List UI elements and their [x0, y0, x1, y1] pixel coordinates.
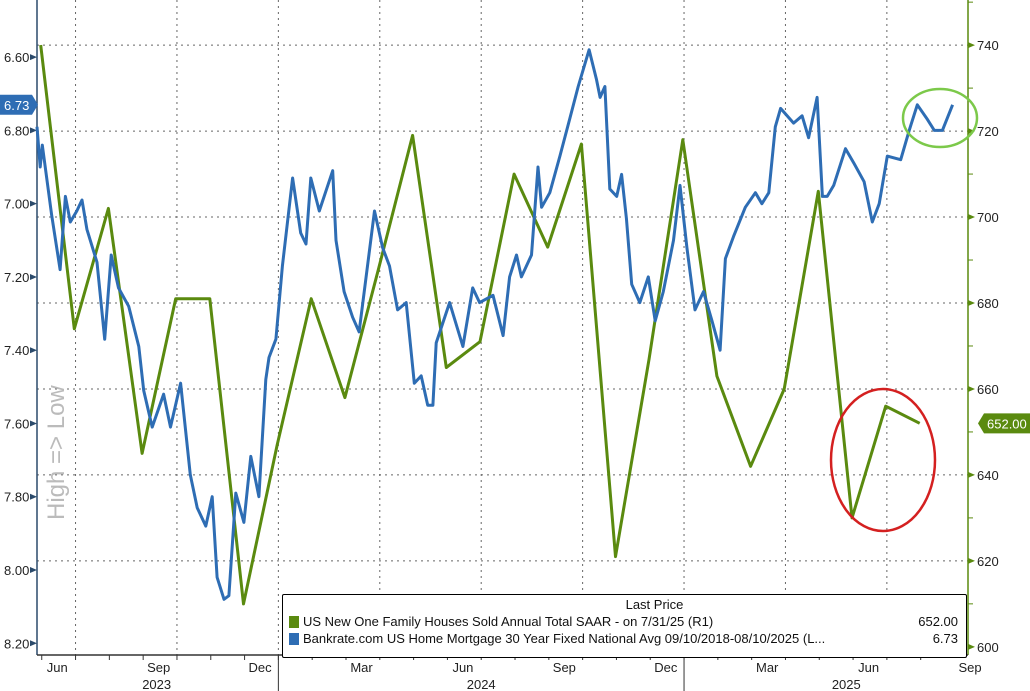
right-tick-mark [968, 42, 975, 49]
x-tick-label: Dec [654, 660, 678, 675]
legend-header: Last Price [625, 597, 684, 612]
left-tick-label: 6.60 [4, 50, 29, 65]
left-tick-label: 8.20 [4, 636, 29, 651]
right-tick-mark [968, 471, 975, 478]
x-tick-label: Jun [47, 660, 68, 675]
left-tick-label: 7.80 [4, 490, 29, 505]
legend-label: Bankrate.com US Home Mortgage 30 Year Fi… [303, 631, 826, 646]
legend-label: US New One Family Houses Sold Annual Tot… [303, 614, 714, 629]
right-tick-label: 720 [977, 124, 999, 139]
right-tick-mark [968, 643, 975, 650]
right-tick-label: 660 [977, 382, 999, 397]
left-tick-mark [30, 200, 37, 207]
legend-entry-home-sales: US New One Family Houses Sold Annual Tot… [283, 613, 966, 630]
left-tick-label: 8.00 [4, 563, 29, 578]
x-tick-label: Sep [958, 660, 981, 675]
right-tick-label: 620 [977, 554, 999, 569]
right-tick-mark [968, 300, 975, 307]
legend-swatch-blue [289, 632, 299, 645]
annotation-red-ellipse [829, 387, 937, 533]
left-tick-label: 7.40 [4, 343, 29, 358]
right-tick-label: 640 [977, 468, 999, 483]
x-tick-label: Sep [553, 660, 576, 675]
right-tick-mark [968, 557, 975, 564]
legend: Last Price US New One Family Houses Sold… [282, 594, 967, 658]
right-tick-label: 740 [977, 38, 999, 53]
legend-value: 6.73 [932, 631, 958, 646]
x-year-label: 2024 [467, 677, 496, 691]
right-tick-label: 600 [977, 640, 999, 655]
x-tick-label: Jun [452, 660, 473, 675]
x-year-label: 2025 [832, 677, 861, 691]
left-tick-mark [30, 347, 37, 354]
right-tick-mark [968, 214, 975, 221]
last-value-tag-right [978, 413, 1030, 434]
left-tick-label: 7.20 [4, 270, 29, 285]
right-tick-label: 680 [977, 296, 999, 311]
left-tick-mark [30, 567, 37, 574]
right-tick-mark [968, 385, 975, 392]
left-tick-mark [30, 54, 37, 61]
left-axis-label: High => Low [43, 385, 70, 520]
left-tick-label: 7.00 [4, 197, 29, 212]
legend-swatch-green [289, 615, 299, 628]
x-tick-label: Mar [756, 660, 779, 675]
x-tick-label: Sep [147, 660, 170, 675]
left-tick-mark [30, 273, 37, 280]
x-year-label: 2023 [142, 677, 171, 691]
last-value-tag-left-text: 6.73 [4, 98, 29, 113]
last-value-tag-left [0, 94, 38, 115]
left-tick-mark [30, 640, 37, 647]
series-line-home-sales [39, 44, 921, 606]
left-tick-mark [30, 420, 37, 427]
annotation-green-ellipse [901, 87, 979, 149]
left-tick-mark [30, 493, 37, 500]
left-tick-label: 6.80 [4, 123, 29, 138]
legend-value: 652.00 [918, 614, 958, 629]
left-tick-label: 7.60 [4, 416, 29, 431]
right-tick-mark [968, 128, 975, 135]
legend-entry-mortgage-rate: Bankrate.com US Home Mortgage 30 Year Fi… [283, 630, 966, 647]
x-tick-label: Jun [858, 660, 879, 675]
last-value-tag-right-text: 652.00 [987, 416, 1027, 431]
x-tick-label: Dec [249, 660, 273, 675]
right-tick-label: 700 [977, 210, 999, 225]
left-tick-mark [30, 127, 37, 134]
series-line-mortgage-rate [35, 48, 954, 601]
x-tick-label: Mar [350, 660, 373, 675]
